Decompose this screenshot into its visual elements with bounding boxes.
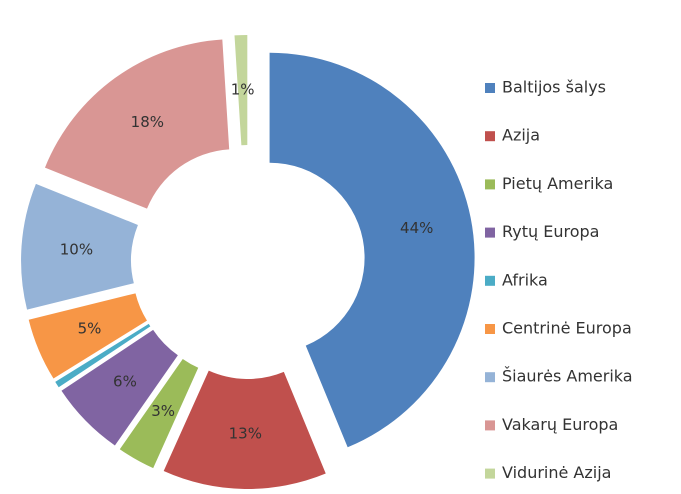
donut-segment: [234, 35, 248, 146]
legend-label: Pietų Amerika: [502, 174, 613, 193]
legend-label: Rytų Europa: [502, 222, 599, 241]
data-label: 18%: [131, 113, 164, 131]
legend-swatch: [485, 420, 495, 431]
legend-swatch: [485, 324, 495, 334]
donut-segment: [55, 323, 151, 388]
legend-swatch: [485, 179, 495, 190]
data-label: 13%: [229, 424, 262, 442]
legend-swatch: [485, 227, 495, 238]
legend-label: Azija: [502, 126, 540, 145]
donut-segment: [21, 183, 138, 310]
legend-swatch: [485, 131, 495, 142]
data-label: 6%: [113, 373, 137, 391]
legend-label: Afrika: [502, 270, 548, 289]
data-label: 3%: [151, 402, 175, 420]
legend-swatch: [485, 372, 495, 383]
donut-segment: [28, 293, 147, 379]
donut-segment: [163, 370, 326, 489]
donut-segment: [44, 39, 230, 209]
data-label: 5%: [78, 319, 102, 337]
data-label: 1%: [231, 81, 255, 99]
legend-swatch: [485, 83, 495, 93]
data-label: 10%: [60, 240, 93, 258]
donut-segment: [61, 329, 178, 446]
legend-label: Baltijos šalys: [502, 78, 606, 97]
data-label: 44%: [400, 219, 433, 237]
legend-swatch: [485, 468, 495, 479]
donut-segment: [119, 359, 199, 469]
donut-segment: [269, 52, 475, 448]
legend-swatch: [485, 275, 495, 286]
legend-label: Šiaurės Amerika: [502, 367, 633, 386]
legend-label: Centrinė Europa: [502, 319, 632, 338]
legend-label: Vakarų Europa: [502, 415, 618, 434]
legend-label: Vidurinė Azija: [502, 463, 611, 482]
